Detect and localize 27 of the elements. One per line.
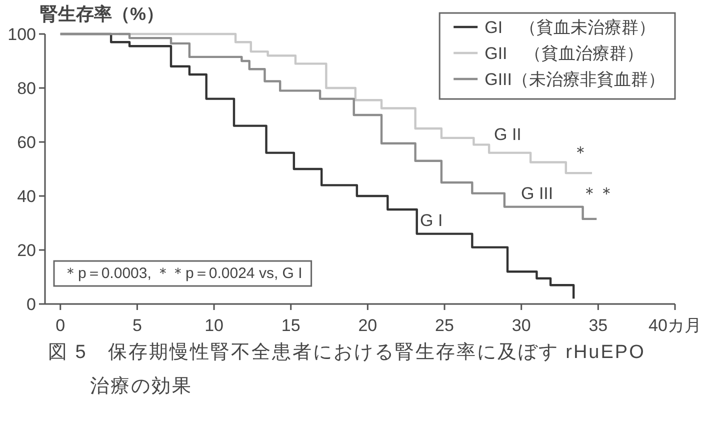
annotation: ＊ bbox=[572, 143, 589, 162]
x-tick-label: 40カ月 bbox=[648, 316, 702, 335]
annotation: ＊＊ bbox=[581, 184, 615, 203]
x-tick-label: 15 bbox=[281, 316, 300, 335]
y-tick-label: 40 bbox=[17, 187, 36, 206]
x-tick-label: 25 bbox=[435, 316, 454, 335]
y-tick-label: 60 bbox=[17, 133, 36, 152]
y-tick-label: 0 bbox=[26, 295, 36, 314]
y-tick-label: 80 bbox=[17, 79, 36, 98]
annotation: G III bbox=[521, 184, 554, 203]
x-tick-label: 10 bbox=[204, 316, 224, 335]
legend-label: GI （貧血未治療群） bbox=[484, 18, 656, 37]
y-tick-label: 20 bbox=[17, 241, 36, 260]
pvalue-box: ＊p＝0.0003, ＊＊p＝0.0024 vs, G I bbox=[53, 260, 312, 287]
legend-label: GII （貧血治療群） bbox=[484, 44, 644, 63]
x-tick-label: 30 bbox=[512, 316, 531, 335]
annotation: G II bbox=[494, 125, 522, 144]
annotation: ＊p＝0.0003, ＊＊p＝0.0024 vs, G I bbox=[63, 265, 302, 282]
x-tick-label: 0 bbox=[56, 316, 66, 335]
legend-label: GIII（未治療非貧血群） bbox=[484, 70, 665, 89]
y-tick-label: 100 bbox=[8, 25, 36, 44]
caption: 図 5 保存期慢性腎不全患者における腎生存率に及ぼす rHuEPO 治療の効果 bbox=[48, 341, 646, 399]
y-axis-title: 腎生存率（%） bbox=[40, 4, 164, 24]
x-tick-label: 20 bbox=[358, 316, 378, 335]
x-tick-label: 5 bbox=[132, 316, 142, 335]
annotation: G I bbox=[420, 211, 443, 230]
x-tick-label: 35 bbox=[588, 316, 608, 335]
